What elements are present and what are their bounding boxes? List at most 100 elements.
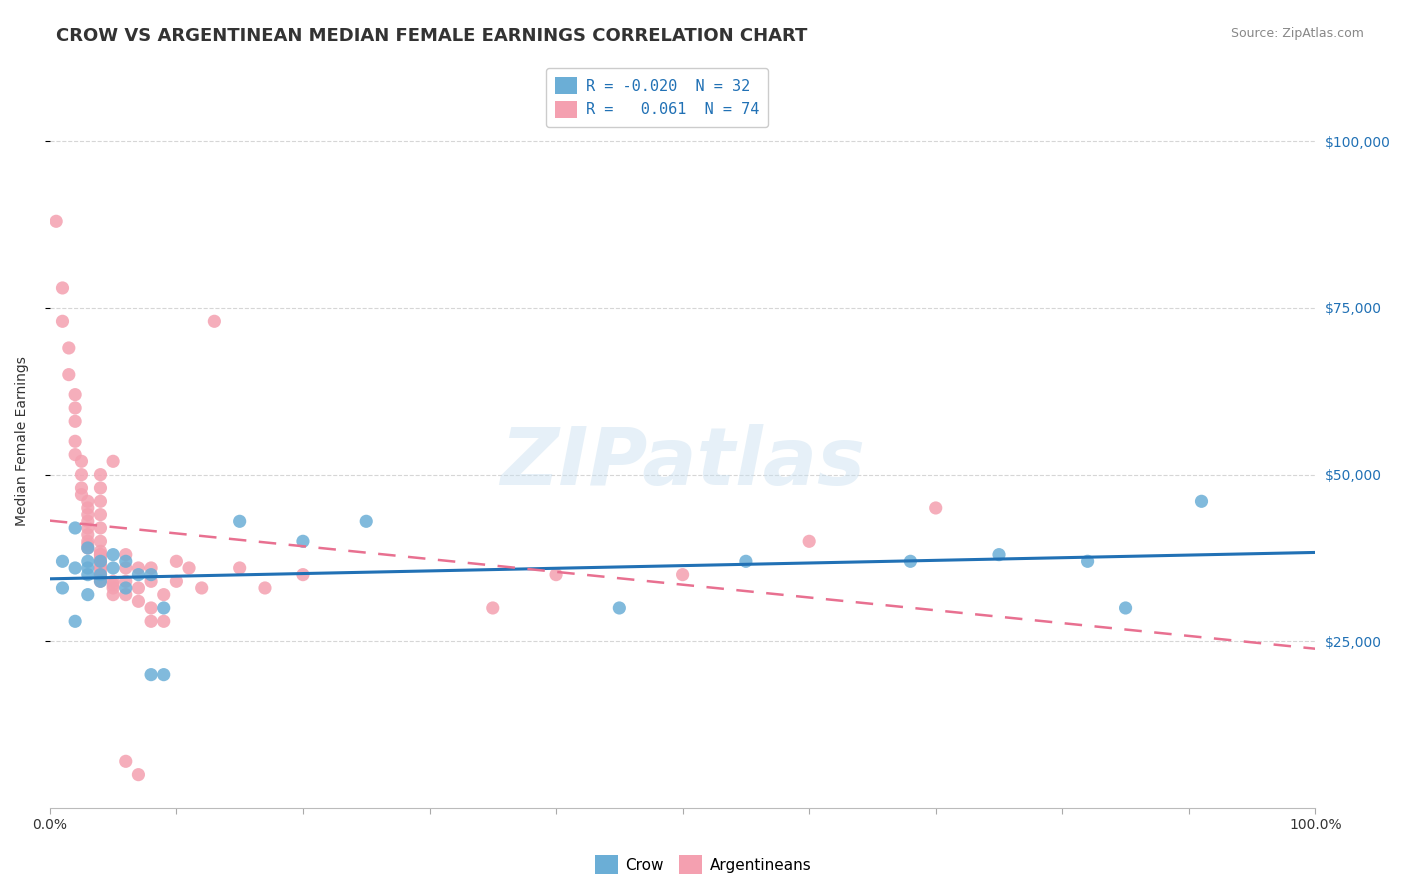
Point: [63, 448, 86, 462]
Point: [51, 314, 73, 328]
Point: [152, 667, 174, 681]
Point: [89, 467, 111, 482]
Legend: R = -0.020  N = 32, R =   0.061  N = 74: R = -0.020 N = 32, R = 0.061 N = 74: [546, 68, 769, 128]
Point: [114, 561, 136, 575]
Point: [76, 527, 98, 541]
Point: [900, 554, 922, 568]
Point: [76, 514, 98, 528]
Point: [63, 387, 86, 401]
Point: [291, 567, 314, 582]
Point: [354, 514, 377, 528]
Point: [152, 615, 174, 629]
Point: [63, 615, 86, 629]
Point: [89, 561, 111, 575]
Point: [76, 567, 98, 582]
Point: [114, 548, 136, 562]
Point: [177, 561, 200, 575]
Point: [228, 561, 250, 575]
Y-axis label: Median Female Earnings: Median Female Earnings: [15, 357, 30, 526]
Point: [607, 601, 630, 615]
Point: [45, 214, 67, 228]
Point: [799, 534, 821, 549]
Point: [70, 481, 93, 495]
Point: [89, 494, 111, 508]
Point: [89, 567, 111, 582]
Point: [76, 538, 98, 552]
Point: [101, 561, 124, 575]
Point: [127, 581, 149, 595]
Point: [101, 574, 124, 589]
Point: [152, 601, 174, 615]
Point: [139, 667, 162, 681]
Point: [165, 574, 187, 589]
Point: [988, 548, 1011, 562]
Point: [89, 521, 111, 535]
Point: [89, 554, 111, 568]
Point: [76, 561, 98, 575]
Point: [76, 521, 98, 535]
Point: [202, 314, 225, 328]
Point: [89, 534, 111, 549]
Point: [101, 588, 124, 602]
Point: [63, 414, 86, 428]
Point: [89, 548, 111, 562]
Point: [291, 534, 314, 549]
Point: [139, 561, 162, 575]
Point: [89, 548, 111, 562]
Point: [139, 567, 162, 582]
Point: [1191, 494, 1213, 508]
Point: [89, 574, 111, 589]
Point: [253, 581, 276, 595]
Point: [89, 574, 111, 589]
Point: [76, 534, 98, 549]
Point: [139, 601, 162, 615]
Point: [63, 561, 86, 575]
Point: [89, 508, 111, 522]
Point: [114, 554, 136, 568]
Point: [127, 594, 149, 608]
Point: [114, 574, 136, 589]
Text: Source: ZipAtlas.com: Source: ZipAtlas.com: [1230, 27, 1364, 40]
Point: [63, 521, 86, 535]
Point: [925, 500, 948, 515]
Point: [735, 554, 758, 568]
Point: [76, 554, 98, 568]
Point: [101, 454, 124, 468]
Point: [51, 281, 73, 295]
Point: [101, 581, 124, 595]
Point: [152, 588, 174, 602]
Point: [51, 554, 73, 568]
Point: [114, 588, 136, 602]
Point: [76, 541, 98, 555]
Point: [127, 561, 149, 575]
Point: [63, 434, 86, 449]
Point: [228, 514, 250, 528]
Point: [58, 341, 80, 355]
Point: [89, 554, 111, 568]
Point: [101, 577, 124, 591]
Text: CROW VS ARGENTINEAN MEDIAN FEMALE EARNINGS CORRELATION CHART: CROW VS ARGENTINEAN MEDIAN FEMALE EARNIN…: [56, 27, 807, 45]
Point: [481, 601, 503, 615]
Point: [114, 581, 136, 595]
Point: [127, 767, 149, 781]
Point: [89, 571, 111, 585]
Point: [63, 401, 86, 415]
Point: [70, 454, 93, 468]
Point: [89, 558, 111, 572]
Text: ZIPatlas: ZIPatlas: [501, 425, 865, 502]
Point: [76, 508, 98, 522]
Point: [76, 500, 98, 515]
Point: [70, 467, 93, 482]
Point: [1077, 554, 1099, 568]
Point: [89, 564, 111, 578]
Point: [114, 754, 136, 768]
Point: [89, 544, 111, 558]
Point: [58, 368, 80, 382]
Point: [89, 481, 111, 495]
Point: [190, 581, 212, 595]
Point: [76, 588, 98, 602]
Point: [89, 551, 111, 566]
Point: [101, 548, 124, 562]
Point: [139, 574, 162, 589]
Point: [70, 488, 93, 502]
